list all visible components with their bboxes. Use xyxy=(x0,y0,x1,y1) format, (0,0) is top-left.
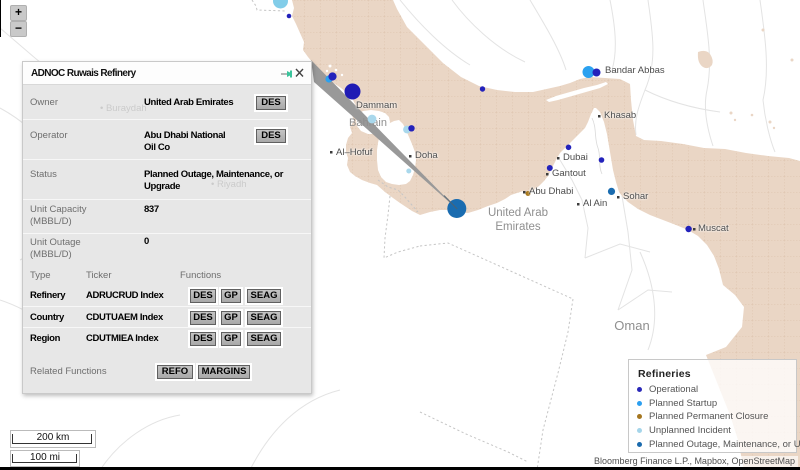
svg-text:Bahrain: Bahrain xyxy=(349,117,387,129)
svg-text:Emirates: Emirates xyxy=(495,221,541,233)
svg-text:Oman: Oman xyxy=(614,318,649,333)
svg-text:United Arab: United Arab xyxy=(488,207,548,219)
